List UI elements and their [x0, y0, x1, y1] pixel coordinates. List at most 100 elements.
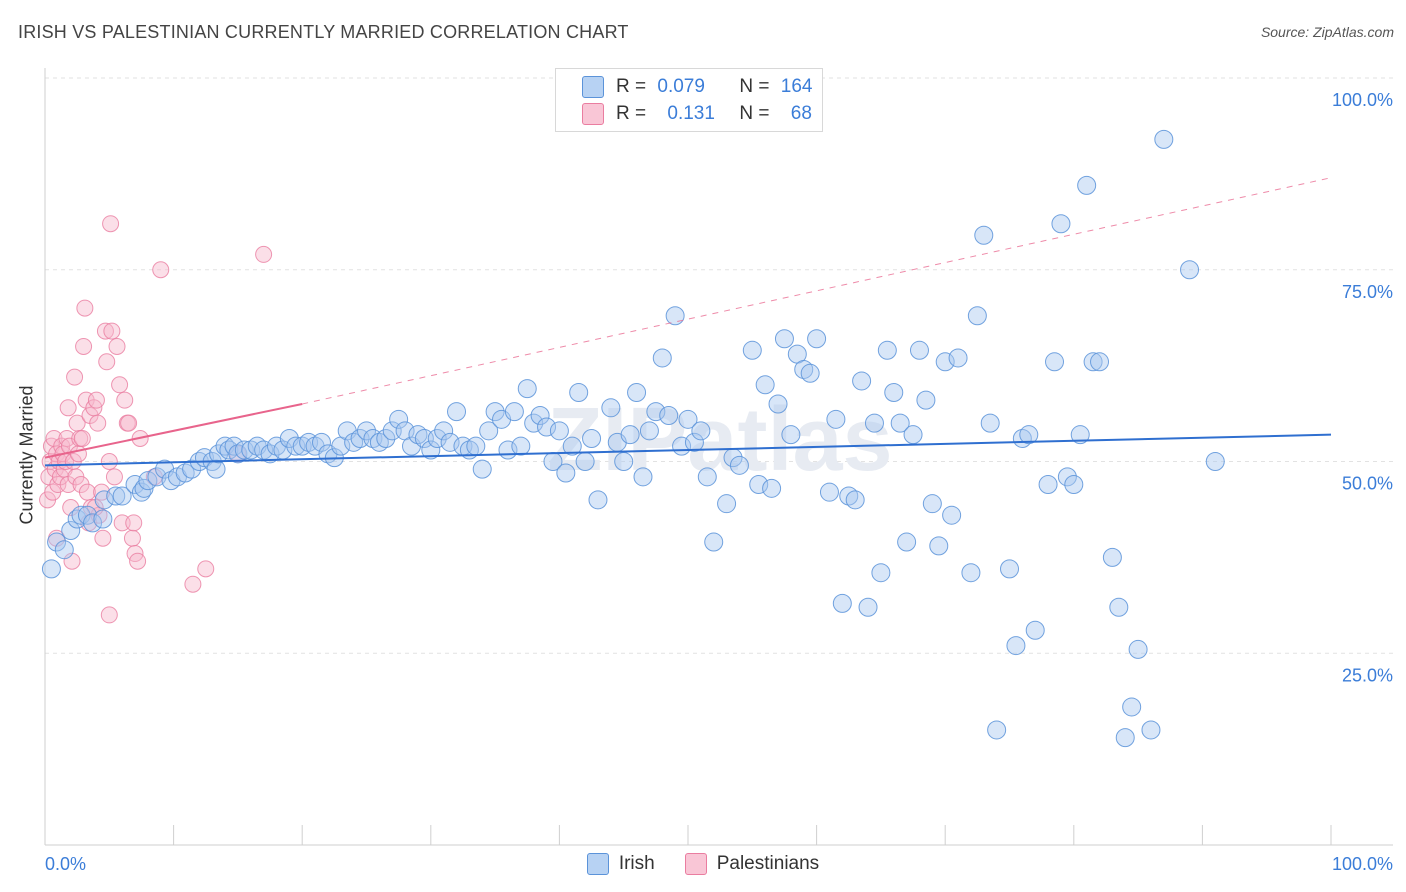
irish-point	[627, 382, 647, 402]
irish-point	[974, 225, 994, 245]
irish-point	[864, 413, 884, 433]
source-label: Source: ZipAtlas.com	[1260, 24, 1394, 40]
irish-point	[524, 413, 544, 433]
irish-point	[1180, 260, 1200, 280]
irish-point	[659, 405, 679, 425]
irish-point	[569, 382, 589, 402]
irish-point	[67, 509, 87, 529]
irish-point	[549, 421, 569, 441]
irish-point	[1141, 720, 1161, 740]
irish-point	[479, 421, 499, 441]
irish-point	[83, 513, 103, 533]
palestinian-point	[125, 514, 143, 532]
irish-point	[832, 593, 852, 613]
irish-point	[61, 521, 81, 541]
irish-point	[112, 486, 132, 506]
y-tick-label: 25.0%	[1342, 665, 1393, 685]
irish-point	[717, 494, 737, 514]
irish-point	[1038, 475, 1058, 495]
palestinian-point	[96, 322, 114, 340]
irish-point	[1025, 620, 1045, 640]
irish-point	[1109, 597, 1129, 617]
irish-point	[1128, 639, 1148, 659]
irish-point	[447, 402, 467, 422]
palestinian-point	[69, 445, 87, 463]
irish-point	[562, 436, 582, 456]
palestinian-point	[98, 353, 116, 371]
palestinian-point	[59, 399, 77, 417]
palestinian-point	[87, 391, 105, 409]
palestinian-point	[62, 499, 80, 517]
irish-point	[530, 405, 550, 425]
irish-point	[588, 490, 608, 510]
irish-point	[826, 409, 846, 429]
irish-point	[697, 467, 717, 487]
irish-point	[781, 425, 801, 445]
irish-swatch	[582, 76, 604, 98]
irish-point	[47, 532, 67, 552]
irish-point	[948, 348, 968, 368]
palestinian-point	[255, 245, 273, 263]
irish-point	[260, 444, 280, 464]
legend-item-palestinians[interactable]: Palestinians	[684, 853, 819, 875]
irish-point	[704, 532, 724, 552]
palestinian-point	[111, 376, 129, 394]
irish-point	[980, 413, 1000, 433]
palestinian-trend-extension	[302, 177, 1332, 405]
palestinian-point	[73, 429, 91, 447]
irish-point	[987, 720, 1007, 740]
irish-point	[755, 375, 775, 395]
irish-point	[614, 452, 634, 471]
palestinian-point	[123, 529, 141, 547]
irish-point	[466, 436, 486, 456]
irish-point	[729, 455, 749, 475]
irish-point	[1077, 175, 1097, 195]
irish-point	[942, 505, 962, 525]
irish-point	[472, 459, 492, 479]
irish-point	[916, 390, 936, 410]
palestinian-n-label: N =	[739, 103, 770, 124]
irish-point	[620, 425, 640, 445]
palestinian-point	[145, 468, 163, 486]
legend-item-irish[interactable]: Irish	[586, 853, 655, 875]
irish-point	[1070, 425, 1090, 445]
trend-lines	[44, 177, 1332, 467]
irish-point	[234, 440, 254, 460]
irish-point	[1006, 636, 1026, 656]
irish-point	[845, 490, 865, 510]
irish-point	[206, 459, 226, 479]
palestinian-point	[103, 322, 121, 340]
irish-point	[421, 440, 441, 460]
legend-row-palestinian: R = 0.131 N = 68	[582, 102, 812, 126]
irish-point	[652, 348, 672, 368]
palestinian-n-value: 68	[790, 103, 812, 124]
palestinian-point	[94, 529, 112, 547]
palestinian-points	[39, 215, 273, 624]
palestinian-point	[66, 368, 84, 386]
irish-r-value: 0.079	[657, 76, 705, 97]
irish-point	[389, 409, 409, 429]
palestinian-point	[197, 560, 215, 578]
irish-point	[909, 340, 929, 360]
watermark: ZIPatlas	[547, 390, 892, 490]
irish-point	[286, 436, 306, 456]
irish-point	[1122, 697, 1142, 717]
irish-point	[41, 559, 61, 579]
irish-point	[967, 306, 987, 326]
palestinian-point	[120, 414, 138, 432]
irish-point	[639, 421, 659, 441]
irish-point	[922, 494, 942, 514]
series-legend: Irish Palestinians	[0, 850, 1406, 878]
irish-point	[94, 490, 114, 510]
irish-point	[1115, 728, 1135, 748]
axes	[44, 68, 1393, 846]
palestinian-point	[100, 606, 118, 624]
irish-point	[1057, 467, 1077, 487]
irish-point	[890, 413, 910, 433]
x-tick-label: 0.0%	[45, 854, 86, 874]
irish-point	[678, 409, 698, 429]
irish-point	[749, 475, 769, 495]
irish-point	[961, 563, 981, 583]
irish-legend-swatch	[586, 853, 609, 875]
irish-point	[376, 428, 396, 448]
